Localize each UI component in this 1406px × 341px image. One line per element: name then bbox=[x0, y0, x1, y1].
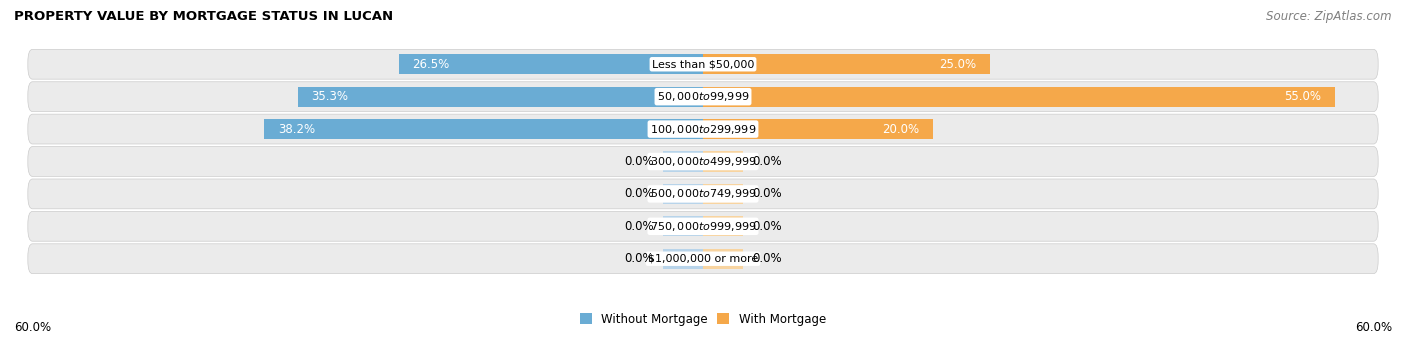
Bar bbox=[703, 151, 744, 172]
Bar bbox=[662, 184, 703, 204]
Text: $750,000 to $999,999: $750,000 to $999,999 bbox=[650, 220, 756, 233]
Text: 0.0%: 0.0% bbox=[624, 155, 654, 168]
FancyBboxPatch shape bbox=[28, 179, 1378, 209]
Bar bbox=[703, 249, 744, 269]
Text: 25.0%: 25.0% bbox=[939, 58, 976, 71]
Text: $1,000,000 or more: $1,000,000 or more bbox=[648, 254, 758, 264]
FancyBboxPatch shape bbox=[28, 147, 1378, 176]
Text: 0.0%: 0.0% bbox=[752, 188, 782, 201]
FancyBboxPatch shape bbox=[28, 82, 1378, 112]
Text: 0.0%: 0.0% bbox=[624, 188, 654, 201]
Bar bbox=[662, 151, 703, 172]
Text: 55.0%: 55.0% bbox=[1284, 90, 1320, 103]
Text: Source: ZipAtlas.com: Source: ZipAtlas.com bbox=[1267, 10, 1392, 23]
Bar bbox=[703, 119, 932, 139]
Text: 38.2%: 38.2% bbox=[278, 122, 315, 136]
Legend: Without Mortgage, With Mortgage: Without Mortgage, With Mortgage bbox=[575, 308, 831, 330]
Bar bbox=[298, 87, 703, 107]
Bar bbox=[264, 119, 703, 139]
Text: $500,000 to $749,999: $500,000 to $749,999 bbox=[650, 188, 756, 201]
Bar bbox=[703, 54, 990, 74]
Text: 0.0%: 0.0% bbox=[752, 252, 782, 265]
Text: 60.0%: 60.0% bbox=[1355, 321, 1392, 334]
Text: $50,000 to $99,999: $50,000 to $99,999 bbox=[657, 90, 749, 103]
Text: 0.0%: 0.0% bbox=[624, 220, 654, 233]
Text: Less than $50,000: Less than $50,000 bbox=[652, 59, 754, 69]
Text: 35.3%: 35.3% bbox=[312, 90, 349, 103]
Text: $100,000 to $299,999: $100,000 to $299,999 bbox=[650, 122, 756, 136]
FancyBboxPatch shape bbox=[28, 114, 1378, 144]
Text: 60.0%: 60.0% bbox=[14, 321, 51, 334]
FancyBboxPatch shape bbox=[28, 49, 1378, 79]
FancyBboxPatch shape bbox=[28, 211, 1378, 241]
Text: 0.0%: 0.0% bbox=[752, 155, 782, 168]
Bar bbox=[662, 249, 703, 269]
Bar bbox=[703, 184, 744, 204]
Bar bbox=[703, 87, 1334, 107]
Bar bbox=[399, 54, 703, 74]
Text: $300,000 to $499,999: $300,000 to $499,999 bbox=[650, 155, 756, 168]
Text: 26.5%: 26.5% bbox=[412, 58, 450, 71]
Bar bbox=[703, 216, 744, 236]
Text: PROPERTY VALUE BY MORTGAGE STATUS IN LUCAN: PROPERTY VALUE BY MORTGAGE STATUS IN LUC… bbox=[14, 10, 394, 23]
Text: 20.0%: 20.0% bbox=[882, 122, 920, 136]
Bar bbox=[662, 216, 703, 236]
Text: 0.0%: 0.0% bbox=[752, 220, 782, 233]
Text: 0.0%: 0.0% bbox=[624, 252, 654, 265]
FancyBboxPatch shape bbox=[28, 244, 1378, 273]
